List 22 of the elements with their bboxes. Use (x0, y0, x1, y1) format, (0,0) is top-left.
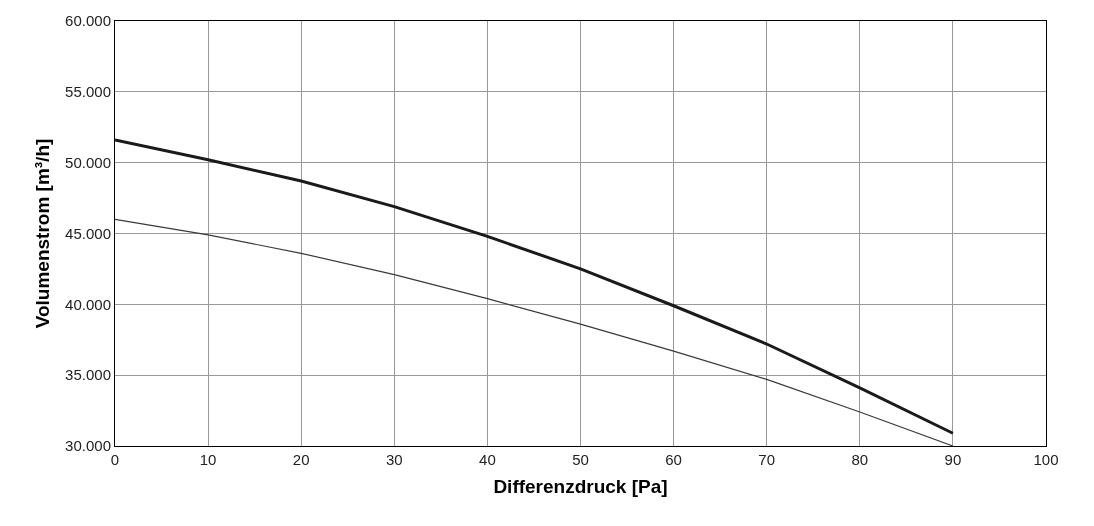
y-tick-label: 30.000 (65, 437, 111, 455)
x-tick-label: 30 (385, 451, 403, 468)
y-tick-label: 45.000 (65, 224, 111, 242)
x-tick-label: 80 (851, 451, 869, 468)
x-tick-label: 10 (199, 451, 217, 468)
y-tick-label: 50.000 (65, 153, 111, 171)
x-tick-label: 90 (944, 451, 962, 468)
y-tick-label: 35.000 (65, 366, 111, 384)
y-axis-title: Volumenstrom [m³/h] (31, 138, 53, 329)
y-tick-label: 60.000 (65, 12, 111, 30)
x-tick-label: 40 (479, 451, 496, 468)
x-tick-label: 70 (758, 451, 776, 468)
line-series (115, 218, 954, 446)
x-axis-title: Differenzdruck [Pa] (493, 475, 668, 497)
y-tick-label: 55.000 (65, 83, 111, 101)
x-tick-label: 20 (292, 451, 310, 468)
line-series (115, 138, 955, 435)
x-tick-label: 60 (665, 451, 682, 468)
x-tick-label: 0 (110, 451, 120, 468)
y-tick-label: 40.000 (65, 295, 111, 313)
x-tick-label: 100 (1033, 451, 1059, 468)
x-tick-label: 50 (572, 451, 589, 468)
